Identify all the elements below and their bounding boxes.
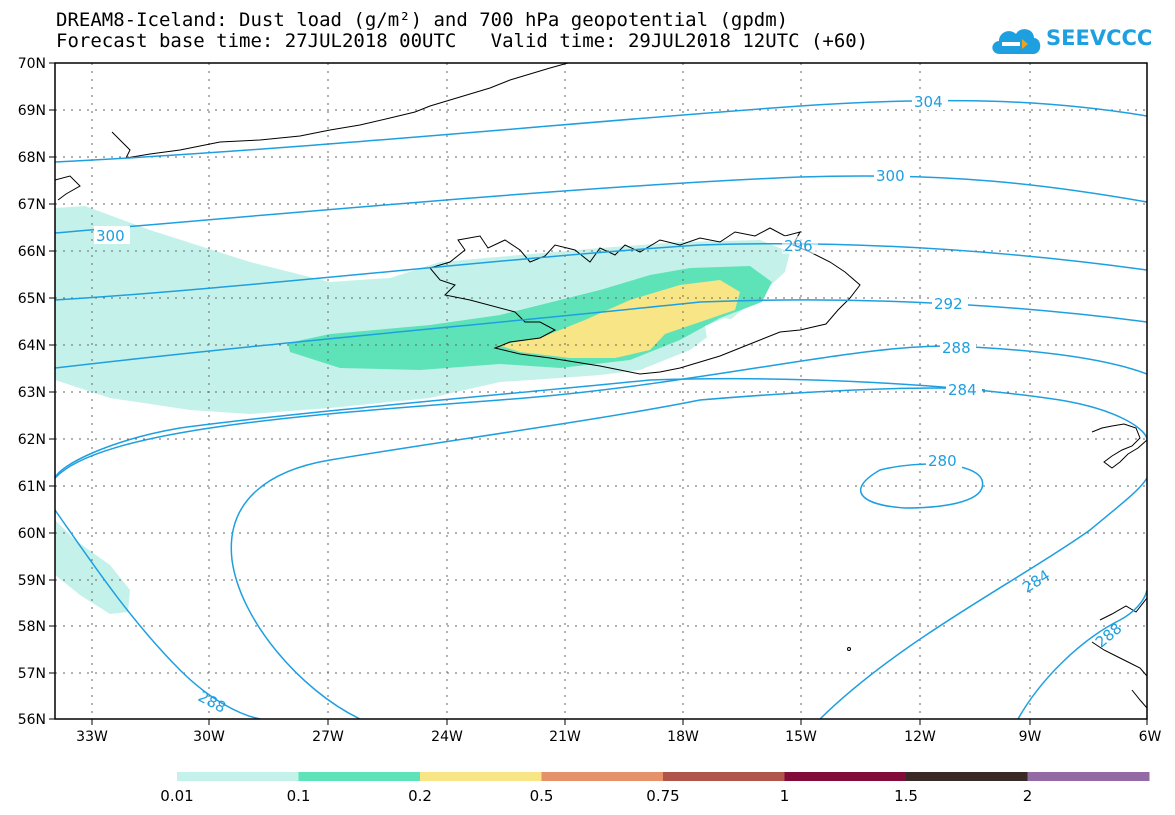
lat-label: 62N	[18, 432, 46, 448]
legend-swatch	[906, 772, 1028, 781]
legend-label: 0.01	[160, 787, 193, 805]
legend-swatch	[1027, 772, 1150, 781]
legend-swatch	[541, 772, 664, 781]
legend-label: 1	[780, 787, 790, 805]
lat-label: 63N	[18, 385, 46, 401]
legend-swatch	[784, 772, 907, 781]
lon-label: 9W	[1019, 729, 1042, 745]
coastlines	[55, 63, 1147, 709]
plot-frame	[54, 62, 1148, 720]
lon-label: 27W	[312, 729, 344, 745]
lon-label: 24W	[431, 729, 463, 745]
cloud-logo-icon	[992, 29, 1041, 54]
scotland-coast	[1091, 597, 1147, 709]
contour-288-sw	[55, 509, 261, 719]
contour-label: 288	[195, 687, 229, 716]
legend-swatch	[663, 772, 785, 781]
iceland-coast	[429, 227, 861, 375]
contour-label: 304	[914, 93, 943, 111]
contour-label: 296	[784, 237, 813, 255]
lat-label: 58N	[18, 619, 46, 635]
contour-292	[55, 299, 1147, 369]
logo-text: SEEVCCC	[1046, 26, 1153, 50]
contour-284-north	[55, 377, 1147, 479]
contour-label: 280	[928, 452, 957, 470]
lat-label: 56N	[18, 712, 46, 728]
legend-swatch	[420, 772, 542, 781]
contour-label: 292	[934, 295, 963, 313]
contour-284-east	[819, 477, 1147, 719]
contour-label: 288	[1092, 619, 1126, 651]
longitude-labels: 33W 30W 27W 24W 21W 18W 15W 12W 9W 6W	[76, 729, 1161, 745]
lat-label: 70N	[18, 56, 46, 72]
seevccc-logo: SEEVCCC	[988, 20, 1168, 60]
contour-288-east	[1017, 589, 1147, 719]
lon-label: 21W	[549, 729, 581, 745]
contour-label: 300	[96, 227, 125, 245]
lon-label: 18W	[667, 729, 699, 745]
contour-label: 300	[876, 167, 905, 185]
contour-304	[55, 99, 1147, 163]
latitude-labels: 70N 69N 68N 67N 66N 65N 64N 63N 62N 61N …	[18, 56, 46, 728]
legend-swatch	[177, 772, 299, 781]
lat-label: 68N	[18, 150, 46, 166]
lat-label: 59N	[18, 573, 46, 589]
legend-label: 0.1	[287, 787, 311, 805]
legend-label: 0.2	[408, 787, 432, 805]
greenland-coast-west	[55, 175, 81, 201]
axis-ticks	[49, 62, 1148, 725]
dust-shading-clear-patch	[705, 318, 752, 350]
parallel-grid	[55, 109, 1147, 674]
contour-296	[55, 242, 1147, 301]
legend-label: 2	[1023, 787, 1033, 805]
lat-label: 66N	[18, 244, 46, 260]
lon-label: 30W	[193, 729, 225, 745]
lat-label: 67N	[18, 197, 46, 213]
legend-label: 1.5	[894, 787, 918, 805]
lon-label: 33W	[76, 729, 108, 745]
rockall-dot	[847, 647, 851, 651]
lon-label: 6W	[1139, 729, 1162, 745]
greenland-coast	[111, 63, 569, 159]
plot-area: 304 300 300 296 292 288 284 280 284 288 …	[55, 63, 1147, 719]
dust-shading-high	[498, 280, 740, 358]
contour-300-north	[55, 175, 1147, 234]
contour-label: 284	[948, 381, 977, 399]
lon-label: 12W	[904, 729, 936, 745]
contour-label: 288	[942, 339, 971, 357]
lon-label: 15W	[785, 729, 817, 745]
geopotential-contours	[55, 99, 1147, 719]
contour-284-west	[230, 387, 986, 719]
lat-label: 61N	[18, 479, 46, 495]
lat-label: 57N	[18, 666, 46, 682]
map-subtitle: Forecast base time: 27JUL2018 00UTC Vali…	[56, 30, 869, 52]
lat-label: 60N	[18, 526, 46, 542]
meridian-grid	[91, 63, 1031, 719]
legend-swatch	[298, 772, 421, 781]
lat-label: 69N	[18, 103, 46, 119]
map-title: DREAM8-Iceland: Dust load (g/m²) and 700…	[56, 9, 789, 31]
lat-label: 64N	[18, 338, 46, 354]
legend-label: 0.5	[530, 787, 554, 805]
legend-label: 0.75	[646, 787, 679, 805]
color-legend: 0.01 0.1 0.2 0.5 0.75 1 1.5 2	[160, 772, 1150, 805]
faroe-islands-coast	[1091, 423, 1147, 469]
lat-label: 65N	[18, 291, 46, 307]
contour-280	[859, 463, 984, 509]
contour-label: 284	[1019, 566, 1053, 596]
